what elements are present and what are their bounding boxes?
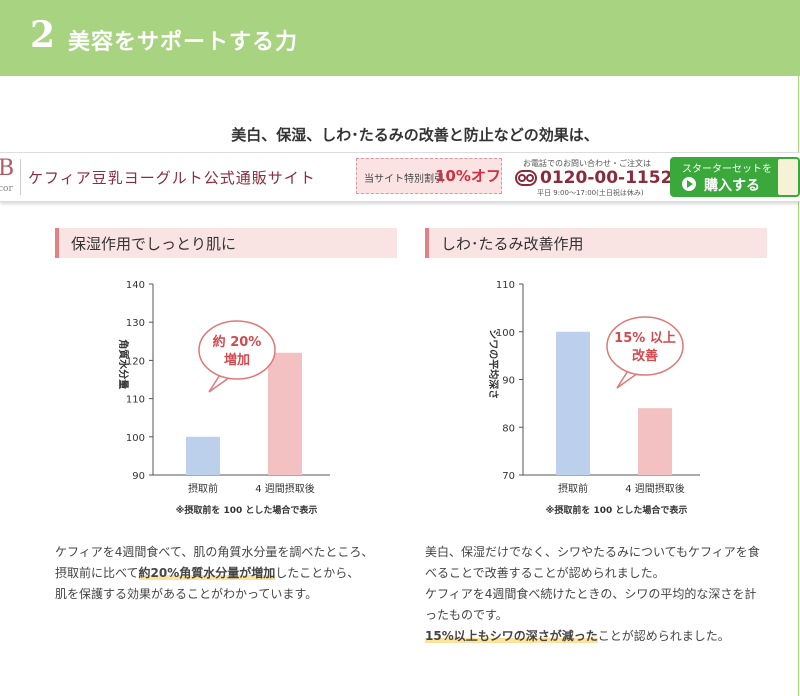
lead-text: 美白、保湿、しわ･たるみの改善と防止などの効果は、 — [231, 126, 599, 144]
bubble-text: 約 20% — [213, 334, 262, 350]
play-arrow-icon — [682, 177, 696, 191]
y-tick-label: 120 — [126, 356, 145, 367]
moisture-heading: 保湿作用でしっとり肌に — [55, 228, 397, 258]
y-tick-label: 140 — [126, 280, 145, 291]
bar — [268, 352, 302, 475]
y-axis-label: シワの平均深さ — [487, 329, 500, 399]
y-tick-label: 100 — [496, 328, 515, 339]
desc-line: ケフィアを4週間食べ続けたときの、シワの平均的な深さを計 — [425, 587, 757, 601]
callout-bubble — [606, 316, 684, 376]
desc-line: べることで改善することが認められました。 — [425, 566, 665, 580]
x-tick-label: 摂取前 — [558, 482, 588, 495]
desc-line: 美白、保湿だけでなく、シワやたるみについてもケフィアを食 — [425, 545, 760, 559]
content-frame — [0, 76, 799, 696]
desc-highlight: 約20%角質水分量が増加 — [138, 566, 276, 580]
buy-starter-set-button[interactable]: スターターセットを 購入する — [670, 157, 800, 197]
desc-line: 15%以上もシワの深さが減ったことが認められました。 — [425, 626, 760, 647]
y-tick-label: 130 — [126, 318, 145, 329]
discount-label: 当サイト特別割引 — [364, 174, 444, 185]
chart-note: ※摂取前を 100 とした場合で表示 — [176, 504, 318, 516]
phone-contact[interactable]: お電話でのお問い合わせ・ご注文は 0120-00-1152 平日 9:00～17… — [515, 155, 672, 199]
shop-banner[interactable]: B cor ケフィア豆乳ヨーグルト公式通販サイト 当サイト特別割引 10%オフ … — [0, 152, 800, 202]
phone-number: 0120-00-1152 — [540, 168, 673, 188]
y-axis-label: 角質水分量 — [117, 339, 130, 389]
y-tick-label: 70 — [502, 471, 515, 482]
callout-bubble — [198, 320, 276, 380]
y-tick-label: 90 — [132, 471, 145, 482]
x-tick-label: 4 週間摂取後 — [625, 482, 685, 495]
desc-text: 摂取前に比べて — [55, 566, 139, 580]
bubble-text: 改善 — [632, 348, 658, 364]
y-tick-label: 90 — [502, 376, 515, 387]
buy-label: 購入する — [704, 178, 760, 194]
logo-letter: B — [0, 156, 15, 181]
wrinkle-heading-text: しわ･たるみ改善作用 — [441, 235, 584, 253]
desc-text: したことから、 — [275, 566, 360, 580]
desc-line: 摂取前に比べて約20%角質水分量が増加したことから、 — [55, 563, 373, 584]
section-header: 2 美容をサポートする力 — [0, 0, 800, 76]
logo-text: cor — [0, 184, 13, 194]
desc-line: 肌を保護する効果があることがわかっています。 — [55, 587, 318, 601]
free-dial-icon — [515, 170, 537, 186]
section-title: 美容をサポートする力 — [68, 30, 299, 55]
moisture-description: ケフィアを4週間食べて、肌の角質水分量を調べたところ、 摂取前に比べて約20%角… — [55, 542, 373, 605]
discount-value: 10%オフ — [435, 167, 501, 185]
y-tick-label: 80 — [502, 423, 515, 434]
wrinkle-heading: しわ･たるみ改善作用 — [425, 228, 767, 258]
discount-badge: 当サイト特別割引 10%オフ — [356, 158, 502, 194]
section-number: 2 — [30, 14, 56, 56]
site-name-link[interactable]: ケフィア豆乳ヨーグルト公式通販サイト — [28, 169, 316, 187]
phone-note: お電話でのお問い合わせ・ご注文は — [523, 159, 651, 168]
buy-sub-label: スターターセットを — [682, 164, 772, 175]
y-tick-label: 100 — [126, 433, 145, 444]
y-tick-label: 110 — [496, 280, 515, 291]
wrinkle-description: 美白、保湿だけでなく、シワやたるみについてもケフィアを食 べることで改善すること… — [425, 542, 760, 647]
y-tick-label: 110 — [126, 395, 145, 406]
bar — [556, 331, 590, 475]
x-tick-label: 摂取前 — [188, 482, 218, 495]
brand-logo[interactable]: B cor — [0, 153, 22, 201]
banner-divider — [20, 159, 21, 195]
phone-hours: 平日 9:00～17:00(土日祝は休み) — [537, 189, 644, 197]
bubble-text: 増加 — [224, 352, 250, 368]
desc-line: ったものです。 — [425, 608, 508, 622]
desc-text: ことが認められました。 — [597, 629, 730, 643]
moisture-heading-text: 保湿作用でしっとり肌に — [71, 235, 237, 253]
product-package-icon — [778, 159, 798, 195]
x-tick-label: 4 週間摂取後 — [255, 482, 315, 495]
chart-note: ※摂取前を 100 とした場合で表示 — [546, 504, 688, 516]
bubble-text: 15% 以上 — [614, 331, 676, 346]
desc-highlight: 15%以上もシワの深さが減った — [425, 629, 598, 643]
bar — [638, 408, 672, 475]
bar — [186, 436, 220, 475]
desc-line: ケフィアを4週間食べて、肌の角質水分量を調べたところ、 — [55, 545, 374, 559]
